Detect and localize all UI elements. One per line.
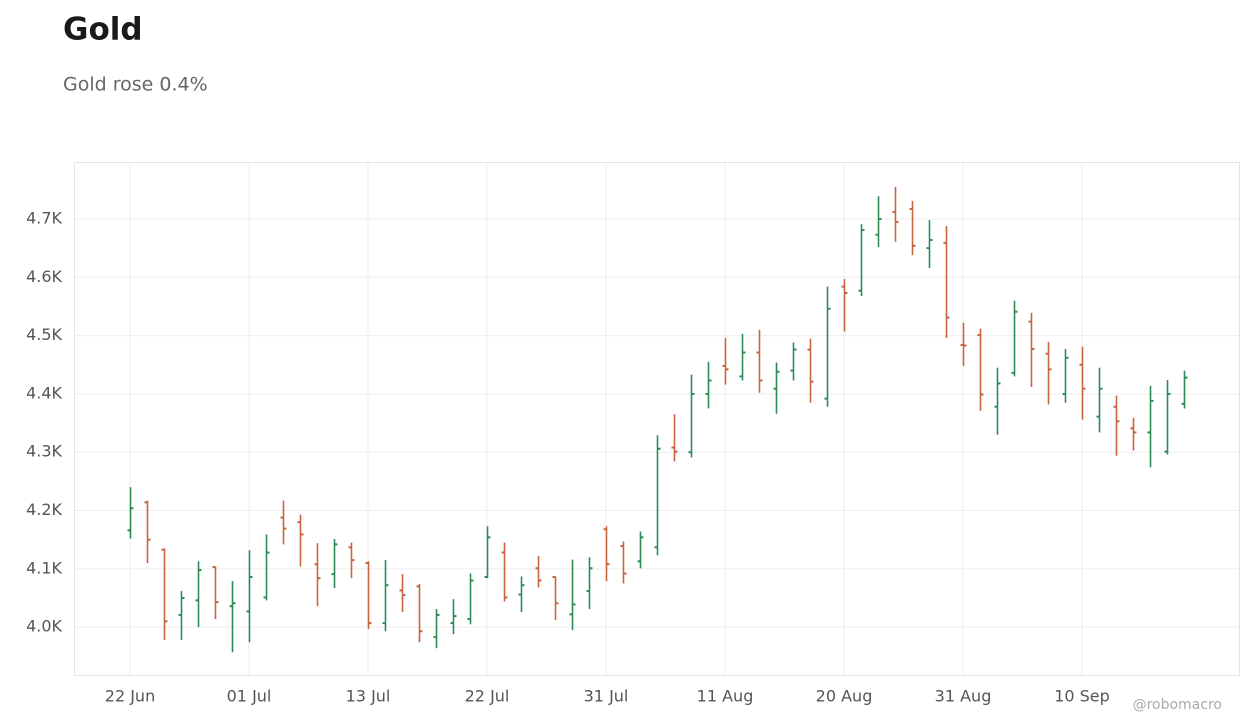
- y-tick-label: 4.7K: [26, 208, 62, 227]
- x-tick-label: 20 Aug: [816, 687, 873, 706]
- x-tick-label: 31 Jul: [584, 687, 629, 706]
- plot-frame: [74, 162, 1240, 676]
- x-tick-label: 10 Sep: [1054, 687, 1110, 706]
- chart-title: Gold: [63, 12, 143, 48]
- y-tick-label: 4.4K: [26, 383, 62, 402]
- x-tick-label: 01 Jul: [227, 687, 272, 706]
- chart-subtitle: Gold rose 0.4%: [63, 74, 208, 96]
- y-tick-label: 4.6K: [26, 267, 62, 286]
- y-tick-label: 4.2K: [26, 500, 62, 519]
- y-tick-label: 4.1K: [26, 558, 62, 577]
- y-tick-label: 4.0K: [26, 617, 62, 636]
- x-tick-label: 22 Jun: [105, 687, 155, 706]
- x-tick-label: 13 Jul: [346, 687, 391, 706]
- watermark: @robomacro: [1133, 697, 1222, 713]
- x-tick-label: 22 Jul: [465, 687, 510, 706]
- x-tick-label: 31 Aug: [935, 687, 992, 706]
- y-tick-label: 4.3K: [26, 442, 62, 461]
- y-tick-label: 4.5K: [26, 325, 62, 344]
- x-tick-label: 11 Aug: [697, 687, 754, 706]
